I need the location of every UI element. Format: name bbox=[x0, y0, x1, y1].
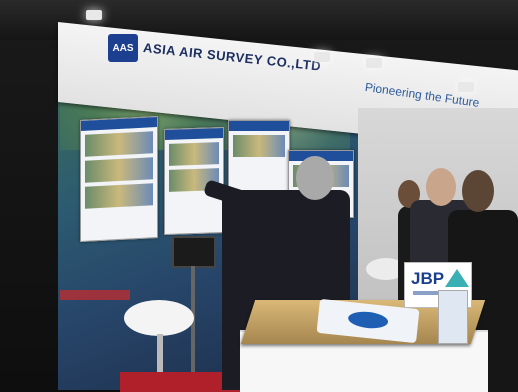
white-stool bbox=[366, 258, 406, 280]
brochure bbox=[438, 290, 468, 344]
mural-red-strip bbox=[60, 290, 130, 300]
visitor-head bbox=[426, 168, 456, 206]
spotlight bbox=[366, 58, 382, 68]
display-poster bbox=[80, 115, 158, 243]
visitor-head bbox=[296, 156, 334, 200]
laptop-stand bbox=[191, 266, 195, 386]
company-logo: AAS bbox=[108, 34, 138, 62]
jbp-logo-icon bbox=[445, 269, 469, 287]
sign-subtitle-bar bbox=[413, 291, 453, 295]
spotlight bbox=[458, 82, 474, 92]
visitor-head bbox=[462, 170, 494, 212]
white-stool bbox=[124, 300, 194, 336]
jbp-sign-text: JBP bbox=[411, 269, 445, 288]
spotlight bbox=[86, 10, 102, 20]
spotlight bbox=[314, 52, 330, 62]
laptop bbox=[172, 236, 216, 268]
stool-leg bbox=[157, 334, 163, 388]
